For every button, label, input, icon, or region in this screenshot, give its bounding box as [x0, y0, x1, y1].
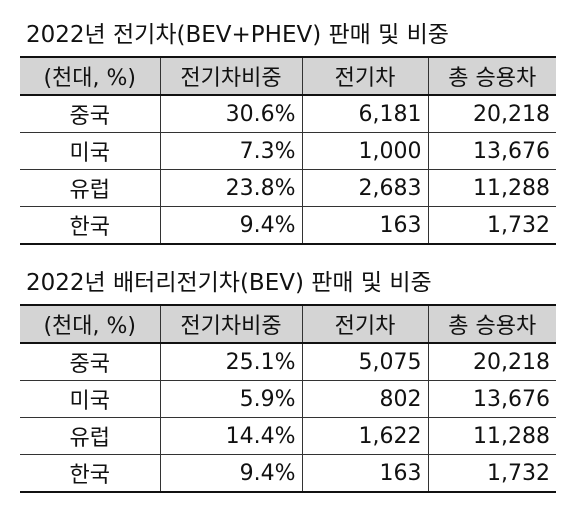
country-cell: 유럽: [20, 169, 161, 207]
table-row: 유럽 14.4% 1,622 11,288: [20, 417, 556, 455]
ev-cell: 1,000: [301, 132, 429, 170]
ev-cell: 2,683: [301, 169, 429, 207]
total-cell: 11,288: [427, 417, 556, 455]
table-row: 미국 5.9% 802 13,676: [20, 380, 556, 418]
ev-cell: 802: [301, 380, 429, 418]
ev-cell: 5,075: [301, 342, 429, 381]
total-cell: 20,218: [427, 94, 556, 133]
share-cell: 30.6%: [159, 94, 303, 133]
country-cell: 미국: [20, 132, 161, 170]
header-total: 총 승용차: [427, 56, 556, 96]
table-row: 미국 7.3% 1,000 13,676: [20, 132, 556, 170]
header-ev: 전기차: [301, 304, 429, 344]
share-cell: 14.4%: [159, 417, 303, 455]
country-cell: 미국: [20, 380, 161, 418]
header-row: (천대, %) 전기차비중 전기차 총 승용차: [20, 304, 556, 344]
share-cell: 9.4%: [159, 206, 303, 245]
bev-sales-section: 2022년 배터리전기차(BEV) 판매 및 비중 (천대, %) 전기차비중 …: [20, 262, 556, 493]
table-row: 유럽 23.8% 2,683 11,288: [20, 169, 556, 207]
country-cell: 중국: [20, 94, 161, 133]
total-cell: 11,288: [427, 169, 556, 207]
total-cell: 1,732: [427, 454, 556, 493]
share-cell: 23.8%: [159, 169, 303, 207]
country-cell: 중국: [20, 342, 161, 381]
table-title: 2022년 배터리전기차(BEV) 판매 및 비중: [26, 270, 432, 296]
header-unit: (천대, %): [20, 56, 161, 96]
ev-sales-section: 2022년 전기차(BEV+PHEV) 판매 및 비중 (천대, %) 전기차비…: [20, 14, 556, 245]
ev-cell: 6,181: [301, 94, 429, 133]
header-total: 총 승용차: [427, 304, 556, 344]
total-cell: 1,732: [427, 206, 556, 245]
table-row: 중국 25.1% 5,075 20,218: [20, 342, 556, 381]
share-cell: 9.4%: [159, 454, 303, 493]
header-share: 전기차비중: [159, 56, 303, 96]
ev-cell: 1,622: [301, 417, 429, 455]
table-title: 2022년 전기차(BEV+PHEV) 판매 및 비중: [26, 22, 449, 48]
total-cell: 13,676: [427, 132, 556, 170]
table-row: 중국 30.6% 6,181 20,218: [20, 94, 556, 133]
header-unit: (천대, %): [20, 304, 161, 344]
header-ev: 전기차: [301, 56, 429, 96]
country-cell: 한국: [20, 206, 161, 245]
total-cell: 13,676: [427, 380, 556, 418]
bev-sales-table: (천대, %) 전기차비중 전기차 총 승용차 중국 25.1% 5,075 2…: [20, 304, 556, 493]
share-cell: 5.9%: [159, 380, 303, 418]
country-cell: 유럽: [20, 417, 161, 455]
share-cell: 25.1%: [159, 342, 303, 381]
table-row: 한국 9.4% 163 1,732: [20, 206, 556, 245]
ev-sales-table: (천대, %) 전기차비중 전기차 총 승용차 중국 30.6% 6,181 2…: [20, 56, 556, 245]
header-row: (천대, %) 전기차비중 전기차 총 승용차: [20, 56, 556, 96]
ev-cell: 163: [301, 454, 429, 493]
total-cell: 20,218: [427, 342, 556, 381]
share-cell: 7.3%: [159, 132, 303, 170]
country-cell: 한국: [20, 454, 161, 493]
table-row: 한국 9.4% 163 1,732: [20, 454, 556, 493]
header-share: 전기차비중: [159, 304, 303, 344]
ev-cell: 163: [301, 206, 429, 245]
